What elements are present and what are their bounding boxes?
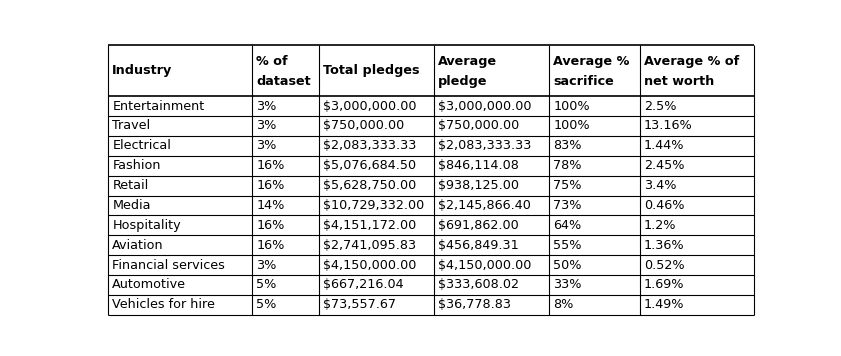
Text: Electrical: Electrical bbox=[113, 139, 172, 152]
Text: 78%: 78% bbox=[553, 159, 582, 172]
Text: % of: % of bbox=[257, 55, 288, 68]
Text: $691,862.00: $691,862.00 bbox=[438, 219, 519, 232]
Text: 3%: 3% bbox=[257, 100, 277, 112]
Text: 5%: 5% bbox=[257, 298, 277, 312]
Text: $4,151,172.00: $4,151,172.00 bbox=[323, 219, 416, 232]
Text: $5,628,750.00: $5,628,750.00 bbox=[323, 179, 416, 192]
Text: $2,145,866.40: $2,145,866.40 bbox=[438, 199, 531, 212]
Text: $3,000,000.00: $3,000,000.00 bbox=[438, 100, 532, 112]
Text: Total pledges: Total pledges bbox=[323, 64, 420, 77]
Text: 33%: 33% bbox=[553, 278, 582, 292]
Text: 8%: 8% bbox=[553, 298, 574, 312]
Text: 3%: 3% bbox=[257, 139, 277, 152]
Text: $73,557.67: $73,557.67 bbox=[323, 298, 396, 312]
Text: 3%: 3% bbox=[257, 258, 277, 272]
Text: $846,114.08: $846,114.08 bbox=[438, 159, 519, 172]
Text: 100%: 100% bbox=[553, 100, 590, 112]
Text: sacrifice: sacrifice bbox=[553, 75, 614, 89]
Text: 13.16%: 13.16% bbox=[644, 120, 693, 132]
Text: 55%: 55% bbox=[553, 239, 582, 252]
Text: Entertainment: Entertainment bbox=[113, 100, 204, 112]
Text: Average: Average bbox=[438, 55, 497, 68]
Text: 50%: 50% bbox=[553, 258, 582, 272]
Text: 73%: 73% bbox=[553, 199, 582, 212]
Text: Average %: Average % bbox=[553, 55, 629, 68]
Text: Automotive: Automotive bbox=[113, 278, 187, 292]
Text: Fashion: Fashion bbox=[113, 159, 161, 172]
Text: $4,150,000.00: $4,150,000.00 bbox=[438, 258, 532, 272]
Text: $750,000.00: $750,000.00 bbox=[323, 120, 404, 132]
Text: $3,000,000.00: $3,000,000.00 bbox=[323, 100, 416, 112]
Text: Industry: Industry bbox=[113, 64, 172, 77]
Text: Vehicles for hire: Vehicles for hire bbox=[113, 298, 215, 312]
Text: 1.44%: 1.44% bbox=[644, 139, 685, 152]
Text: 2.45%: 2.45% bbox=[644, 159, 685, 172]
Text: Media: Media bbox=[113, 199, 151, 212]
Text: $4,150,000.00: $4,150,000.00 bbox=[323, 258, 416, 272]
Text: Hospitality: Hospitality bbox=[113, 219, 181, 232]
Text: $5,076,684.50: $5,076,684.50 bbox=[323, 159, 416, 172]
Text: pledge: pledge bbox=[438, 75, 488, 89]
Text: 1.49%: 1.49% bbox=[644, 298, 685, 312]
Text: 64%: 64% bbox=[553, 219, 581, 232]
Text: Retail: Retail bbox=[113, 179, 149, 192]
Text: 83%: 83% bbox=[553, 139, 582, 152]
Text: dataset: dataset bbox=[257, 75, 311, 89]
Text: $333,608.02: $333,608.02 bbox=[438, 278, 519, 292]
Text: $36,778.83: $36,778.83 bbox=[438, 298, 511, 312]
Text: 14%: 14% bbox=[257, 199, 284, 212]
Text: $456,849.31: $456,849.31 bbox=[438, 239, 519, 252]
Text: $10,729,332.00: $10,729,332.00 bbox=[323, 199, 424, 212]
Text: 3.4%: 3.4% bbox=[644, 179, 676, 192]
Text: 2.5%: 2.5% bbox=[644, 100, 676, 112]
Text: $2,083,333.33: $2,083,333.33 bbox=[323, 139, 416, 152]
Text: 16%: 16% bbox=[257, 239, 284, 252]
Text: $2,741,095.83: $2,741,095.83 bbox=[323, 239, 416, 252]
Text: $667,216.04: $667,216.04 bbox=[323, 278, 404, 292]
Text: 1.36%: 1.36% bbox=[644, 239, 685, 252]
Text: 16%: 16% bbox=[257, 219, 284, 232]
Text: 100%: 100% bbox=[553, 120, 590, 132]
Text: 0.46%: 0.46% bbox=[644, 199, 685, 212]
Text: $2,083,333.33: $2,083,333.33 bbox=[438, 139, 532, 152]
Text: $750,000.00: $750,000.00 bbox=[438, 120, 519, 132]
Text: Average % of: Average % of bbox=[644, 55, 739, 68]
Text: 3%: 3% bbox=[257, 120, 277, 132]
Text: 1.69%: 1.69% bbox=[644, 278, 685, 292]
Text: $938,125.00: $938,125.00 bbox=[438, 179, 519, 192]
Text: 1.2%: 1.2% bbox=[644, 219, 676, 232]
Text: Travel: Travel bbox=[113, 120, 151, 132]
Text: 16%: 16% bbox=[257, 159, 284, 172]
Text: 16%: 16% bbox=[257, 179, 284, 192]
Text: 75%: 75% bbox=[553, 179, 582, 192]
Text: net worth: net worth bbox=[644, 75, 714, 89]
Text: 0.52%: 0.52% bbox=[644, 258, 685, 272]
Text: Financial services: Financial services bbox=[113, 258, 225, 272]
Text: Aviation: Aviation bbox=[113, 239, 164, 252]
Text: 5%: 5% bbox=[257, 278, 277, 292]
